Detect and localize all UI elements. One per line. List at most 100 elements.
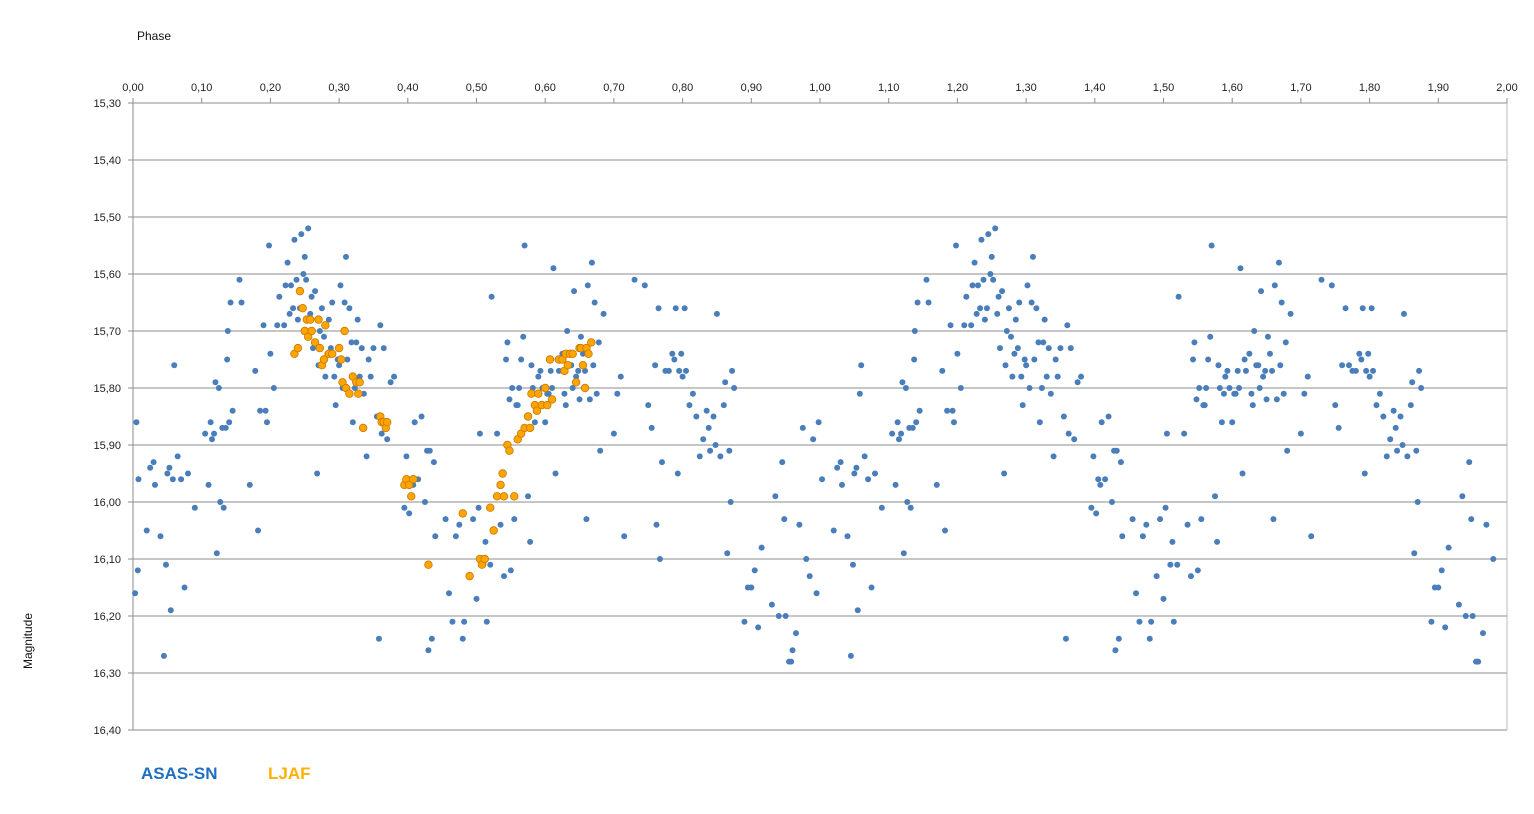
y-tick-label: 15,70 xyxy=(93,326,121,338)
data-point-asas-sn xyxy=(270,385,277,391)
data-point-asas-sn xyxy=(1260,373,1267,380)
data-point-asas-sn xyxy=(953,242,960,249)
data-point-asas-sn xyxy=(320,333,327,340)
data-point-asas-sn xyxy=(281,322,288,329)
data-point-asas-sn xyxy=(1191,339,1198,346)
data-point-asas-sn xyxy=(854,607,861,614)
data-point-asas-sn xyxy=(1370,367,1377,374)
data-point-asas-sn xyxy=(1256,385,1263,391)
data-point-asas-sn xyxy=(665,367,672,374)
data-point-asas-sn xyxy=(748,584,755,591)
data-point-asas-sn xyxy=(658,459,665,466)
data-point-asas-sn xyxy=(1297,430,1304,437)
data-point-asas-sn xyxy=(1184,521,1191,528)
data-point-asas-sn xyxy=(995,293,1002,300)
data-point-asas-sn xyxy=(1483,521,1490,528)
data-point-asas-sn xyxy=(900,550,907,557)
data-point-asas-sn xyxy=(1023,362,1030,369)
data-point-asas-sn xyxy=(1097,481,1104,488)
y-tick-label: 16,10 xyxy=(93,554,121,566)
data-point-asas-sn xyxy=(1009,373,1016,380)
data-point-asas-sn xyxy=(1007,333,1014,340)
data-point-asas-sn xyxy=(1012,316,1019,323)
data-point-asas-sn xyxy=(1468,516,1475,523)
y-tick-label: 16,00 xyxy=(93,497,121,509)
data-point-asas-sn xyxy=(858,362,865,369)
data-point-asas-sn xyxy=(674,470,681,477)
data-point-asas-sn xyxy=(337,282,344,289)
data-point-asas-sn xyxy=(1404,453,1411,460)
data-point-asas-sn xyxy=(878,504,885,511)
data-point-asas-sn xyxy=(834,464,841,471)
data-point-asas-sn xyxy=(1222,373,1229,380)
data-point-ljaf xyxy=(293,343,303,353)
data-point-asas-sn xyxy=(263,419,270,426)
data-point-asas-sn xyxy=(944,407,951,414)
data-point-asas-sn xyxy=(586,396,593,403)
data-point-asas-sn xyxy=(426,447,433,454)
data-point-asas-sn xyxy=(1363,367,1370,374)
data-point-asas-sn xyxy=(1411,550,1418,557)
data-point-asas-sn xyxy=(341,299,348,306)
data-point-asas-sn xyxy=(1153,573,1160,580)
data-point-asas-sn xyxy=(535,373,542,380)
data-point-asas-sn xyxy=(294,316,301,323)
data-point-asas-sn xyxy=(588,259,595,266)
data-point-asas-sn xyxy=(617,373,624,380)
x-tick-label: 2,00 xyxy=(1496,82,1517,94)
data-point-asas-sn xyxy=(1112,647,1119,654)
data-point-asas-sn xyxy=(162,561,169,568)
data-point-asas-sn xyxy=(813,590,820,597)
data-point-asas-sn xyxy=(511,516,518,523)
y-tick-label: 16,20 xyxy=(93,611,121,623)
data-point-ljaf xyxy=(340,326,349,336)
data-point-asas-sn xyxy=(1418,385,1425,391)
data-point-ljaf xyxy=(345,389,354,398)
data-point-asas-sn xyxy=(597,447,604,454)
data-point-asas-sn xyxy=(705,424,712,431)
data-point-asas-sn xyxy=(1011,350,1018,357)
data-point-ljaf xyxy=(465,571,474,581)
data-point-asas-sn xyxy=(1416,367,1423,374)
data-point-asas-sn xyxy=(229,407,236,414)
data-point-asas-sn xyxy=(518,356,525,363)
data-point-asas-sn xyxy=(913,419,920,426)
data-point-asas-sn xyxy=(969,282,976,289)
x-tick-label: 1,50 xyxy=(1153,82,1174,94)
data-point-asas-sn xyxy=(1071,436,1078,443)
data-point-asas-sn xyxy=(1203,385,1210,391)
data-point-asas-sn xyxy=(1428,618,1435,625)
x-tick-label: 0,10 xyxy=(191,82,212,94)
x-axis: 0,00 0,10 0,20 0,30 0,40 0,50 0,60 0,70 0,80 0,90… xyxy=(122,82,1518,103)
data-point-asas-sn xyxy=(349,419,356,426)
gridlines xyxy=(133,102,1508,731)
data-point-asas-sn xyxy=(348,339,355,346)
data-point-asas-sn xyxy=(683,367,690,374)
data-point-asas-sn xyxy=(681,305,688,312)
data-point-asas-sn xyxy=(584,282,591,289)
data-point-asas-sn xyxy=(844,533,851,540)
y-tick-label: 15,50 xyxy=(93,212,121,224)
data-point-ljaf xyxy=(334,343,344,353)
data-point-asas-sn xyxy=(1282,339,1289,346)
data-point-asas-sn xyxy=(1239,470,1246,477)
data-point-asas-sn xyxy=(1060,413,1067,420)
data-point-asas-sn xyxy=(1129,516,1136,523)
data-point-asas-sn xyxy=(1021,356,1028,363)
data-point-asas-sn xyxy=(1376,390,1383,397)
x-tick-label: 1,40 xyxy=(1084,82,1105,94)
data-point-asas-sn xyxy=(782,613,789,619)
data-point-asas-sn xyxy=(579,350,586,357)
data-point-asas-sn xyxy=(475,504,482,511)
data-point-asas-sn xyxy=(446,590,453,597)
data-point-asas-sn xyxy=(1373,402,1380,409)
data-point-asas-sn xyxy=(1345,362,1352,369)
data-point-asas-sn xyxy=(1098,419,1105,426)
data-point-asas-sn xyxy=(351,385,358,391)
data-point-asas-sn xyxy=(1105,413,1112,420)
data-point-ljaf xyxy=(314,315,323,324)
data-point-asas-sn xyxy=(432,533,439,540)
data-point-asas-sn xyxy=(1216,385,1223,391)
data-point-asas-sn xyxy=(975,282,982,289)
data-point-asas-sn xyxy=(384,436,391,443)
